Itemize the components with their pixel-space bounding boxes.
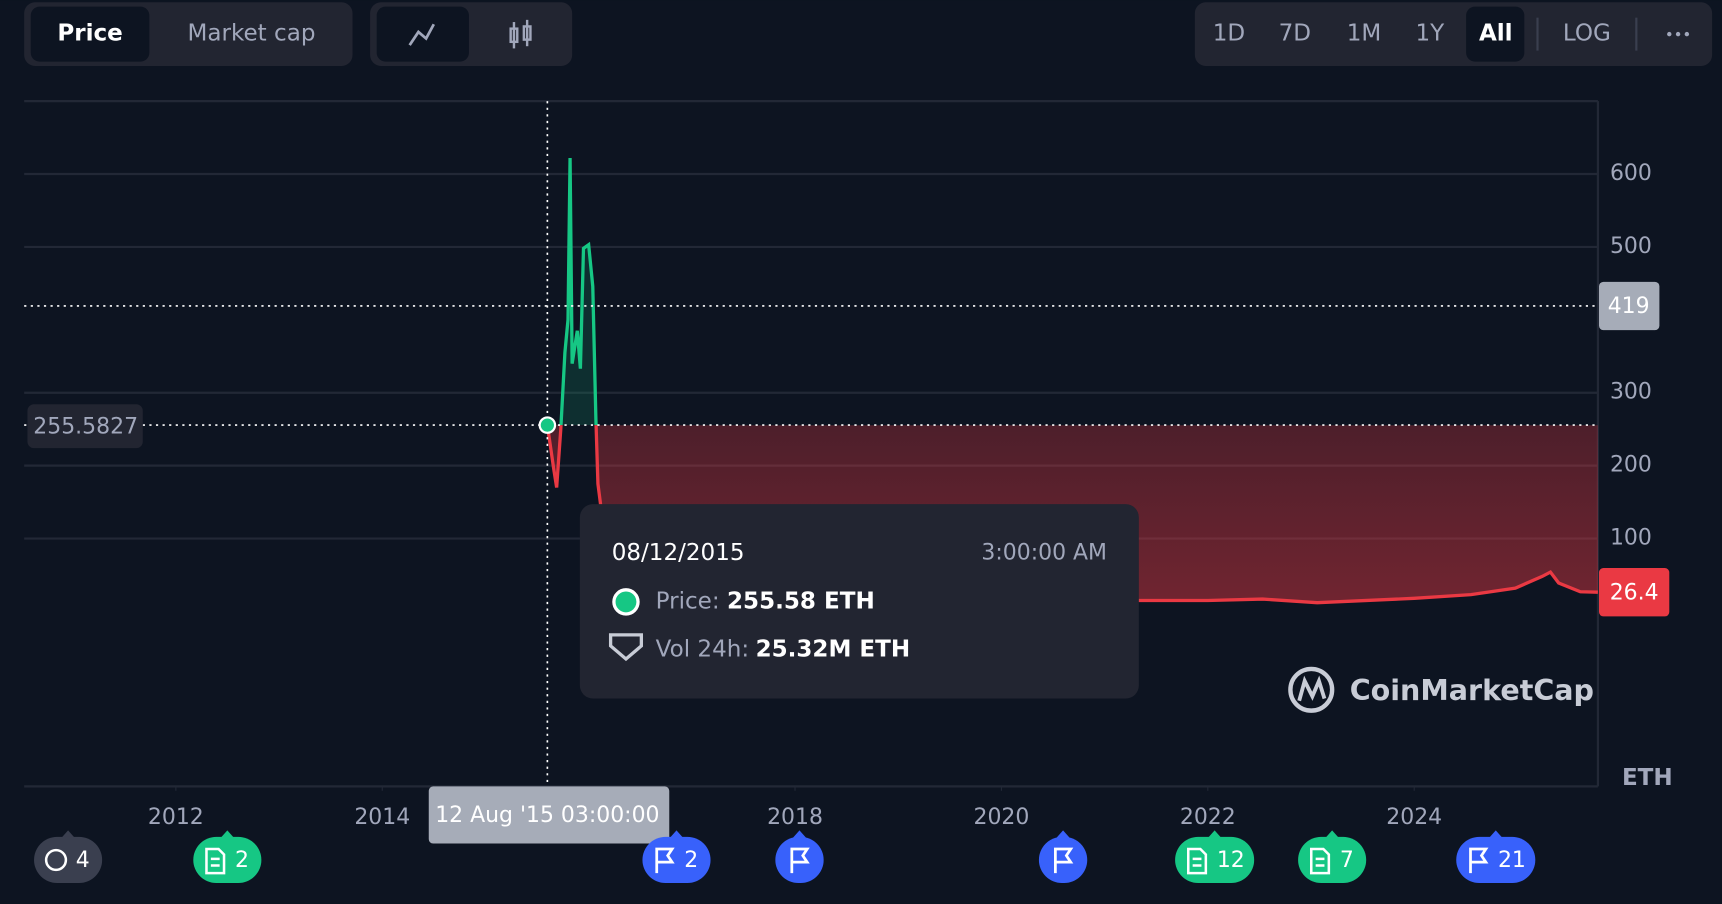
candle-icon[interactable] — [509, 19, 532, 49]
event-count: 7 — [1340, 848, 1354, 873]
history-icon — [44, 848, 68, 872]
axis-unit: ETH — [1622, 765, 1673, 791]
x-tick-label: 2022 — [1180, 805, 1236, 830]
crosshair-point — [538, 416, 557, 434]
doc-icon — [205, 847, 226, 875]
badge — [1038, 836, 1088, 884]
event-count: 21 — [1498, 848, 1526, 873]
line-icon — [408, 23, 436, 46]
events: 4 2 2 12 7 21 — [34, 830, 1536, 884]
last-price-label: 26.4 — [1610, 580, 1659, 605]
event-count: 2 — [235, 848, 249, 873]
volume-value: 25.32M ETH — [756, 637, 911, 663]
tab-selected[interactable] — [30, 6, 150, 62]
crosshair-y-label: 255.5827 — [33, 414, 138, 439]
y-tick-label: 100 — [1610, 526, 1652, 551]
crosshair-y-box — [27, 404, 143, 449]
range-1d[interactable]: 1D — [1213, 21, 1245, 47]
tooltip — [579, 504, 1139, 699]
hover-value-label: 419 — [1608, 294, 1650, 319]
badge — [642, 836, 711, 884]
doc-icon — [1187, 847, 1208, 875]
event-count: 4 — [76, 848, 90, 873]
crosshair-x-box — [428, 786, 670, 844]
event-badge[interactable]: 7 — [1298, 830, 1367, 884]
badge — [193, 836, 262, 884]
watermark: CoinMarketCap — [1350, 673, 1594, 707]
tooltip-time: 3:00:00 AM — [981, 541, 1107, 566]
price-label: Price: — [656, 588, 720, 614]
event-count: 2 — [684, 848, 698, 873]
hover-value-box — [1599, 281, 1660, 331]
event-badge[interactable]: 21 — [1456, 830, 1536, 884]
doc-icon — [1310, 847, 1331, 875]
badge — [34, 836, 103, 884]
event-badge[interactable] — [1038, 830, 1088, 884]
volume-icon — [608, 633, 644, 662]
log-toggle[interactable]: LOG — [1563, 21, 1611, 47]
y-tick-label: 200 — [1610, 453, 1652, 478]
tooltip-date: 08/12/2015 — [612, 540, 745, 566]
range-7d[interactable]: 7D — [1279, 21, 1311, 47]
event-badge[interactable]: 2 — [193, 830, 262, 884]
event-badge[interactable]: 2 — [642, 830, 711, 884]
x-tick-label: 2018 — [767, 805, 823, 830]
badge — [1298, 836, 1367, 884]
crosshair-x-label: 12 Aug '15 03:00:00 — [435, 803, 659, 828]
event-badge[interactable]: 12 — [1175, 830, 1255, 884]
range-1y[interactable]: 1Y — [1416, 21, 1446, 47]
x-tick-label: 2020 — [973, 805, 1029, 830]
volume-label: Vol 24h: — [656, 637, 750, 663]
price-dot — [612, 588, 640, 616]
price-value: 255.58 ETH — [727, 588, 875, 614]
tab-market-cap[interactable]: Market cap — [187, 21, 315, 47]
x-tick-label: 2024 — [1386, 805, 1442, 830]
flag-icon — [790, 847, 810, 874]
badge — [775, 836, 824, 884]
range-1m[interactable]: 1M — [1347, 21, 1382, 47]
y-tick-label: 300 — [1610, 380, 1652, 405]
flag-icon — [1054, 847, 1074, 874]
event-badge[interactable]: 4 — [34, 830, 103, 884]
logo — [1288, 666, 1335, 713]
last-price-box — [1599, 568, 1670, 617]
range-selected[interactable] — [1466, 6, 1525, 62]
event-badge[interactable] — [775, 830, 824, 884]
flag-icon — [655, 847, 675, 874]
y-tick-label: 600 — [1610, 161, 1652, 186]
line-up — [547, 157, 598, 426]
flag-icon — [1469, 847, 1489, 874]
range-all[interactable]: All — [1479, 21, 1513, 47]
event-count: 12 — [1217, 848, 1245, 873]
more-button[interactable] — [1667, 31, 1690, 37]
tab-price[interactable]: Price — [57, 21, 122, 47]
range-group — [1194, 2, 1713, 66]
x-tick-label: 2014 — [354, 805, 410, 830]
x-tick-label: 2012 — [148, 805, 204, 830]
y-tick-label: 500 — [1610, 234, 1652, 259]
